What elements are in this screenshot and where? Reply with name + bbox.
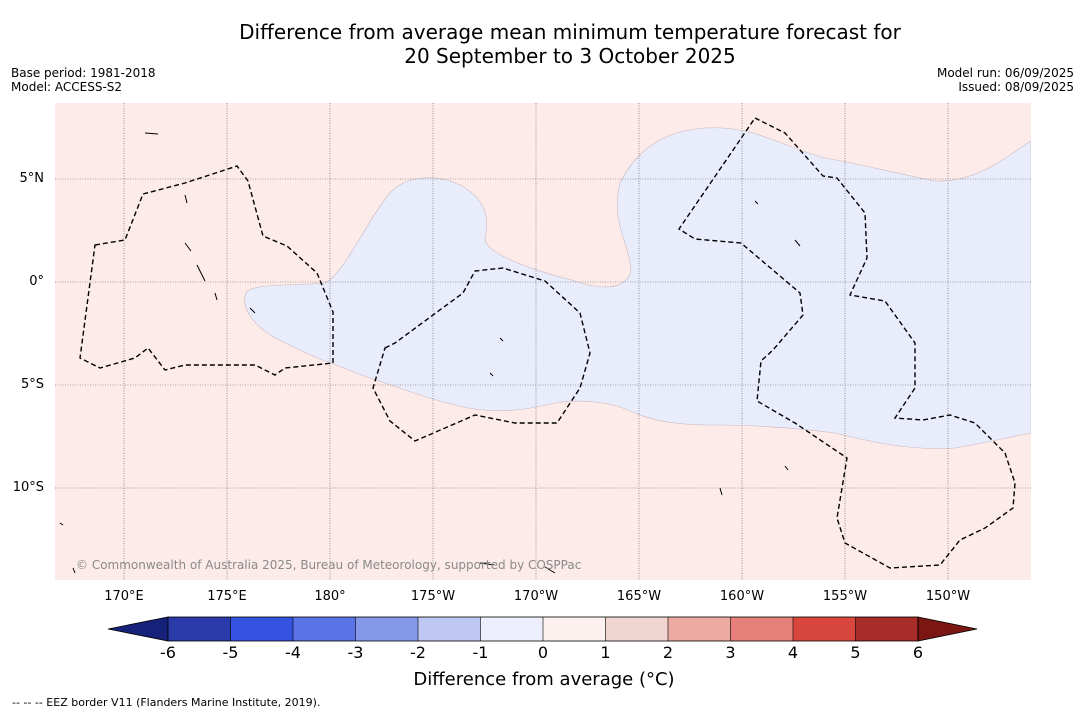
colorbar-tick-6: 6 bbox=[912, 643, 924, 662]
colorbar-tick-m1: -1 bbox=[472, 643, 489, 662]
meta-right: Model run: 06/09/2025 Issued: 08/09/2025 bbox=[937, 66, 1074, 94]
gridlines bbox=[55, 103, 1031, 580]
colorbar-tick-5: 5 bbox=[850, 643, 861, 662]
model-run: Model run: 06/09/2025 bbox=[936, 66, 1074, 80]
colorbar-bin-11 bbox=[793, 617, 856, 641]
issued-date: Issued: 08/09/2025 bbox=[958, 80, 1074, 94]
lon-label-150w: 150°W bbox=[925, 589, 971, 604]
colorbar-bin-8 bbox=[605, 617, 668, 641]
colorbar-tick-4: 4 bbox=[787, 643, 799, 662]
lon-label-170w: 170°W bbox=[513, 589, 559, 604]
colorbar-bin-6 bbox=[480, 617, 543, 641]
base-period: Base period: 1981-2018 bbox=[11, 66, 156, 80]
colorbar-tick-m4: -4 bbox=[285, 643, 301, 662]
colorbar-tick-1: 1 bbox=[600, 643, 611, 662]
eez-legend: -- -- -- EEZ border V11 (Flanders Marine… bbox=[12, 696, 321, 709]
colorbar-bin-3 bbox=[293, 617, 356, 641]
lon-label-160w: 160°W bbox=[719, 589, 765, 604]
lon-label-175e: 175°E bbox=[207, 589, 247, 604]
colorbar-tick-m6: -6 bbox=[160, 643, 176, 662]
colorbar-bin-5 bbox=[418, 617, 481, 641]
colorbar-dividers bbox=[230, 617, 856, 641]
colorbar-bin-12 bbox=[855, 617, 918, 641]
colorbar-extend-high bbox=[917, 616, 978, 642]
colorbar-extend-low bbox=[108, 616, 169, 642]
lat-label-10s: 10°S bbox=[12, 480, 44, 495]
colorbar-tick-m5: -5 bbox=[222, 643, 239, 662]
lon-label-175w: 175°W bbox=[410, 589, 456, 604]
colorbar-tick-3: 3 bbox=[725, 643, 736, 662]
model-name: Model: ACCESS-S2 bbox=[11, 80, 123, 94]
lon-label-180: 180° bbox=[314, 589, 346, 604]
eez-border-phoenix bbox=[372, 267, 591, 442]
forecast-map bbox=[55, 103, 1031, 580]
lon-label-165w: 165°W bbox=[616, 589, 662, 604]
islands bbox=[59, 132, 801, 574]
island-group-2 bbox=[489, 200, 801, 496]
colorbar-bin-2 bbox=[230, 617, 293, 641]
colorbar-tick-m2: -2 bbox=[410, 643, 426, 662]
colorbar-title: Difference from average (°C) bbox=[413, 669, 675, 690]
colorbar-bin-4 bbox=[355, 617, 418, 641]
lat-label-0: 0° bbox=[29, 274, 44, 289]
title-line-1: Difference from average mean minimum tem… bbox=[239, 20, 901, 44]
colorbar-tick-2: 2 bbox=[662, 643, 674, 662]
island-group-1 bbox=[144, 132, 256, 314]
map-svg bbox=[55, 103, 1031, 580]
lat-label-5s: 5°S bbox=[20, 377, 44, 392]
meta-left: Base period: 1981-2018 Model: ACCESS-S2 bbox=[11, 66, 156, 94]
eez-borders bbox=[79, 117, 1016, 569]
title-line-2: 20 September to 3 October 2025 bbox=[404, 44, 736, 68]
colorbar-tick-m3: -3 bbox=[347, 643, 364, 662]
lon-label-155w: 155°W bbox=[822, 589, 868, 604]
colorbar bbox=[108, 616, 978, 642]
colorbar-tick-0: 0 bbox=[537, 643, 549, 662]
colorbar-bin-9 bbox=[668, 617, 731, 641]
lon-label-170e: 170°E bbox=[104, 589, 144, 604]
eez-border-kiribati-west bbox=[79, 165, 334, 376]
island-group-3 bbox=[59, 522, 556, 574]
colorbar-bin-10 bbox=[730, 617, 793, 641]
colorbar-bin-7 bbox=[543, 617, 606, 641]
lat-label-5n: 5°N bbox=[19, 171, 45, 186]
copyright-notice: © Commonwealth of Australia 2025, Bureau… bbox=[76, 558, 582, 572]
cool-region bbox=[244, 127, 1031, 449]
map-title: Difference from average mean minimum tem… bbox=[0, 20, 1085, 68]
eez-border-line-islands bbox=[678, 117, 1016, 569]
colorbar-bin-1 bbox=[168, 617, 231, 641]
